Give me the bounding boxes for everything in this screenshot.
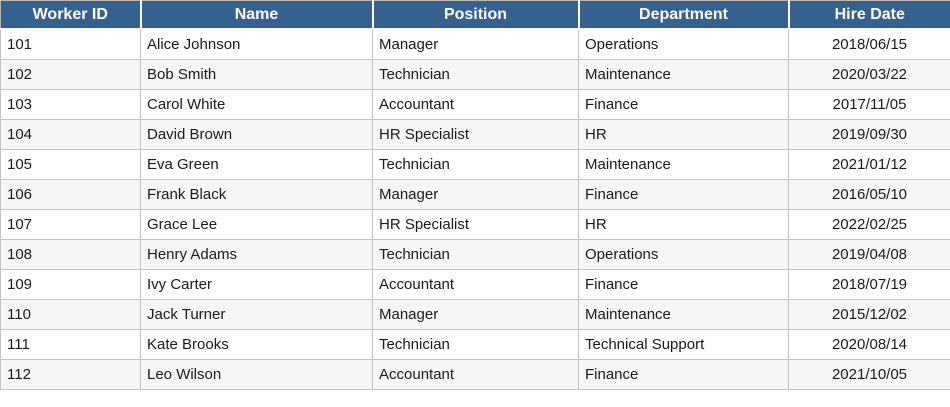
table-row: 107 Grace Lee HR Specialist HR 2022/02/25 <box>0 209 950 240</box>
table-cell: Finance <box>578 89 789 120</box>
table-cell: David Brown <box>140 119 373 150</box>
table-cell: Technician <box>372 239 579 270</box>
table-cell: Henry Adams <box>140 239 373 270</box>
table-cell: Ivy Carter <box>140 269 373 300</box>
table-row: 108 Henry Adams Technician Operations 2019/0… <box>0 239 950 270</box>
table-cell: Frank Black <box>140 179 373 210</box>
table-cell: Jack Turner <box>140 299 373 330</box>
table-cell: 2020/03/22 <box>788 59 950 90</box>
table-cell: Technician <box>372 59 579 90</box>
workers-table: Worker ID Name Position Department Hire … <box>0 0 950 390</box>
column-header-hire-date: Hire Date <box>788 0 950 30</box>
table-header-row: Worker ID Name Position Department Hire … <box>0 0 950 30</box>
table-cell: Carol White <box>140 89 373 120</box>
table-cell: 2021/01/12 <box>788 149 950 180</box>
table-row: 104 David Brown HR Specialist HR 2019/09/30 <box>0 119 950 150</box>
table-row: 105 Eva Green Technician Maintenance 2021/01… <box>0 149 950 180</box>
table-cell: Finance <box>578 179 789 210</box>
table-cell: 2021/10/05 <box>788 359 950 390</box>
table-row: 112 Leo Wilson Accountant Finance 2021/10/05 <box>0 359 950 390</box>
table-cell: 102 <box>0 59 141 90</box>
table-cell: Technical Support <box>578 329 789 360</box>
table-cell: 109 <box>0 269 141 300</box>
table-cell: Eva Green <box>140 149 373 180</box>
table-cell: 2017/11/05 <box>788 89 950 120</box>
table-cell: 108 <box>0 239 141 270</box>
table-row: 102 Bob Smith Technician Maintenance 2020/03… <box>0 59 950 90</box>
table-cell: 107 <box>0 209 141 240</box>
table-row: 106 Frank Black Manager Finance 2016/05/10 <box>0 179 950 210</box>
table-cell: Finance <box>578 269 789 300</box>
table-row: 109 Ivy Carter Accountant Finance 2018/07/19 <box>0 269 950 300</box>
table-cell: Bob Smith <box>140 59 373 90</box>
table-cell: Alice Johnson <box>140 28 373 60</box>
table-row: 101 Alice Johnson Manager Operations 2018/06… <box>0 28 950 60</box>
table-cell: Maintenance <box>578 59 789 90</box>
table-cell: Maintenance <box>578 299 789 330</box>
column-header-position: Position <box>372 0 580 30</box>
table-cell: Manager <box>372 28 579 60</box>
table-cell: Technician <box>372 149 579 180</box>
table-cell: HR <box>578 209 789 240</box>
table-cell: Finance <box>578 359 789 390</box>
table-cell: Leo Wilson <box>140 359 373 390</box>
table-cell: HR Specialist <box>372 119 579 150</box>
column-header-department: Department <box>578 0 790 30</box>
table-cell: 101 <box>0 28 141 60</box>
table-cell: 110 <box>0 299 141 330</box>
table-cell: Operations <box>578 28 789 60</box>
table-row: 103 Carol White Accountant Finance 2017/11/0… <box>0 89 950 120</box>
table-cell: 112 <box>0 359 141 390</box>
table-cell: 105 <box>0 149 141 180</box>
table-cell: 111 <box>0 329 141 360</box>
column-header-name: Name <box>140 0 374 30</box>
table-row: 111 Kate Brooks Technician Technical Suppor… <box>0 329 950 360</box>
table-cell: Kate Brooks <box>140 329 373 360</box>
table-cell: Accountant <box>372 89 579 120</box>
table-cell: 2018/06/15 <box>788 28 950 60</box>
table-cell: Manager <box>372 299 579 330</box>
table-cell: 2016/05/10 <box>788 179 950 210</box>
table-row: 110 Jack Turner Manager Maintenance 2015/12/… <box>0 299 950 330</box>
table-cell: Accountant <box>372 269 579 300</box>
table-cell: Technician <box>372 329 579 360</box>
table-cell: 106 <box>0 179 141 210</box>
table-body: 101 Alice Johnson Manager Operations 2018/06… <box>0 28 950 390</box>
table-cell: Grace Lee <box>140 209 373 240</box>
table-cell: Maintenance <box>578 149 789 180</box>
table-cell: Accountant <box>372 359 579 390</box>
table-cell: HR <box>578 119 789 150</box>
table-cell: 2019/09/30 <box>788 119 950 150</box>
table-cell: Manager <box>372 179 579 210</box>
table-cell: Operations <box>578 239 789 270</box>
table-cell: 2015/12/02 <box>788 299 950 330</box>
table-header: Worker ID Name Position Department Hire … <box>0 0 950 30</box>
table-cell: 103 <box>0 89 141 120</box>
table-cell: 2020/08/14 <box>788 329 950 360</box>
table-cell: 2022/02/25 <box>788 209 950 240</box>
table-cell: 2018/07/19 <box>788 269 950 300</box>
table-cell: 104 <box>0 119 141 150</box>
column-header-worker-id: Worker ID <box>0 0 142 30</box>
table-cell: 2019/04/08 <box>788 239 950 270</box>
table-cell: HR Specialist <box>372 209 579 240</box>
